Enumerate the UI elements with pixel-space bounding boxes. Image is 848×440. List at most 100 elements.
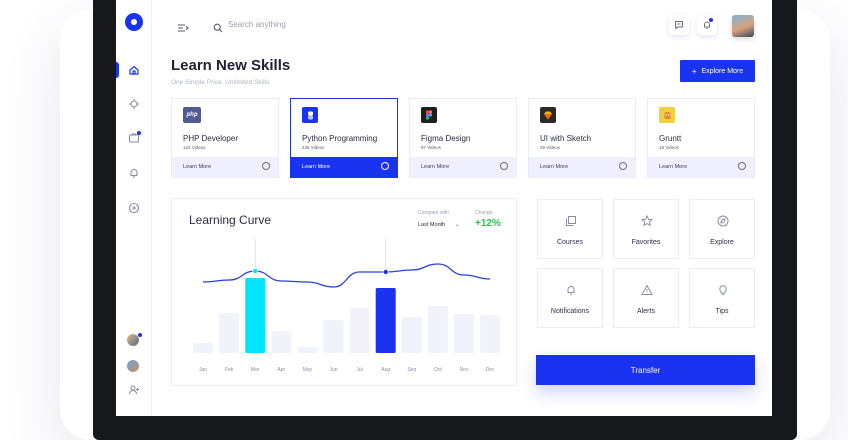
- learn-more-bar[interactable]: Learn More: [529, 157, 635, 177]
- crosshair-icon[interactable]: [128, 98, 140, 110]
- month-label-may: May: [303, 367, 313, 373]
- tile-explore[interactable]: Explore: [689, 199, 755, 259]
- search-input[interactable]: Search anything: [228, 20, 286, 29]
- month-label-jun: Jun: [329, 367, 337, 373]
- bar-feb: [219, 313, 240, 353]
- line-marker-aug: [382, 269, 389, 276]
- add-user-icon[interactable]: [128, 384, 140, 396]
- learning-curve-card: Jan Feb Mar Apr May Jun Jul Aug Sep Oct Nov Dec Lea…: [171, 198, 517, 386]
- messages-button[interactable]: [669, 15, 689, 35]
- page-subtitle: One Simple Price. Unlimited Skills: [171, 79, 270, 86]
- skill-name: UI with Sketch: [540, 134, 592, 143]
- bell-icon[interactable]: [128, 167, 140, 179]
- learn-more-link[interactable]: Learn More: [302, 164, 331, 170]
- learn-more-bar[interactable]: Learn More: [410, 157, 516, 177]
- skill-name: Figma Design: [421, 134, 471, 143]
- tile-favorites[interactable]: Favorites: [613, 199, 679, 259]
- page-title: Learn New Skills: [171, 57, 291, 74]
- tile-label: Tips: [715, 308, 729, 315]
- folder-badge-dot: [137, 131, 141, 135]
- month-label-apr: Apr: [277, 367, 285, 373]
- skill-video-count: 236 Videos: [302, 145, 325, 150]
- learning-curve-chart: Jan Feb Mar Apr May Jun Jul Aug Sep Oct Nov Dec: [193, 239, 501, 373]
- compare-dropdown[interactable]: Last Month ⌄: [418, 221, 460, 228]
- tile-label: Explore: [710, 239, 734, 246]
- online-status-dot: [138, 333, 142, 337]
- tile-alerts[interactable]: Alerts: [613, 268, 679, 328]
- sidebar-active-indicator: [116, 62, 119, 78]
- notifications-button[interactable]: [697, 15, 717, 35]
- learn-more-link[interactable]: Learn More: [540, 164, 569, 170]
- skill-card-grunt[interactable]: Gruntt 18 Videos Learn More: [647, 98, 755, 178]
- tile-label: Favorites: [631, 239, 661, 246]
- info-icon[interactable]: [262, 162, 270, 170]
- learn-more-bar[interactable]: Learn More: [291, 157, 397, 177]
- change-label: Change: [475, 210, 493, 216]
- php-logo-icon: php: [183, 107, 201, 123]
- skill-video-count: 97 Videos: [421, 145, 441, 150]
- skill-card-sketch[interactable]: UI with Sketch 29 Videos Learn More: [528, 98, 636, 178]
- skill-card-php[interactable]: php PHP Developer 124 Videos Learn More: [171, 98, 279, 178]
- line-marker-mar: [252, 268, 259, 275]
- folder-icon[interactable]: [128, 132, 140, 144]
- tile-notifications[interactable]: Notifications: [537, 268, 603, 328]
- bar-oct: [427, 306, 448, 353]
- bar-dec: [480, 315, 501, 353]
- learn-more-link[interactable]: Learn More: [183, 164, 212, 170]
- skill-card-figma[interactable]: Figma Design 97 Videos Learn More: [409, 98, 517, 178]
- grunt-logo-icon: [659, 107, 675, 123]
- skill-video-count: 29 Videos: [540, 145, 560, 150]
- menu-toggle-icon[interactable]: [177, 20, 189, 38]
- month-label-oct: Oct: [434, 367, 442, 373]
- team-avatar-1[interactable]: [127, 334, 139, 346]
- skill-video-count: 124 Videos: [183, 145, 206, 150]
- info-icon[interactable]: [738, 162, 746, 170]
- skill-video-count: 18 Videos: [659, 145, 679, 150]
- bar-sep: [401, 317, 422, 353]
- skill-card-python[interactable]: Python Programming 236 Videos Learn More: [290, 98, 398, 178]
- compass-icon: [717, 215, 729, 227]
- month-label-nov: Nov: [460, 367, 469, 373]
- bar-jun: [323, 320, 344, 353]
- learn-more-bar[interactable]: Learn More: [172, 157, 278, 177]
- bell-icon: [704, 21, 710, 29]
- info-icon[interactable]: [381, 162, 389, 170]
- tile-label: Alerts: [637, 308, 655, 315]
- explore-more-label: Explore More: [701, 67, 744, 75]
- tile-courses[interactable]: Courses: [537, 199, 603, 259]
- month-label-feb: Feb: [225, 367, 234, 373]
- user-avatar[interactable]: [732, 15, 754, 37]
- notification-badge-dot: [709, 18, 713, 22]
- figma-logo-icon: [421, 107, 437, 123]
- compare-value: Last Month: [418, 222, 446, 228]
- explore-more-button[interactable]: + Explore More: [680, 60, 755, 82]
- learn-more-link[interactable]: Learn More: [421, 164, 450, 170]
- bar-mar: [245, 278, 266, 353]
- info-icon[interactable]: [500, 162, 508, 170]
- learn-more-link[interactable]: Learn More: [659, 164, 688, 170]
- bar-jan: [193, 343, 213, 353]
- month-label-mar: Mar: [251, 367, 260, 373]
- chevron-down-icon: ⌄: [454, 222, 460, 228]
- warning-icon: [641, 284, 653, 296]
- bar-aug: [375, 288, 396, 353]
- search-icon[interactable]: [213, 20, 223, 38]
- chat-icon: [675, 21, 683, 30]
- home-icon[interactable]: [128, 64, 140, 76]
- skill-name: Gruntt: [659, 134, 682, 143]
- sidebar: [116, 0, 152, 416]
- tile-tips[interactable]: Tips: [689, 268, 755, 328]
- month-label-sep: Sep: [407, 367, 416, 373]
- copy-icon: [565, 215, 577, 227]
- chart-title: Learning Curve: [189, 213, 272, 227]
- skill-name: Python Programming: [302, 134, 378, 143]
- learn-more-bar[interactable]: Learn More: [648, 157, 754, 177]
- info-icon[interactable]: [619, 162, 627, 170]
- team-avatar-2[interactable]: [127, 360, 139, 372]
- month-label-jan: Jan: [199, 367, 207, 373]
- python-logo-icon: [302, 107, 318, 123]
- bar-apr: [271, 331, 292, 353]
- transfer-button[interactable]: Transfer: [536, 355, 755, 385]
- add-circle-icon[interactable]: [128, 202, 140, 214]
- app-logo[interactable]: [125, 13, 143, 31]
